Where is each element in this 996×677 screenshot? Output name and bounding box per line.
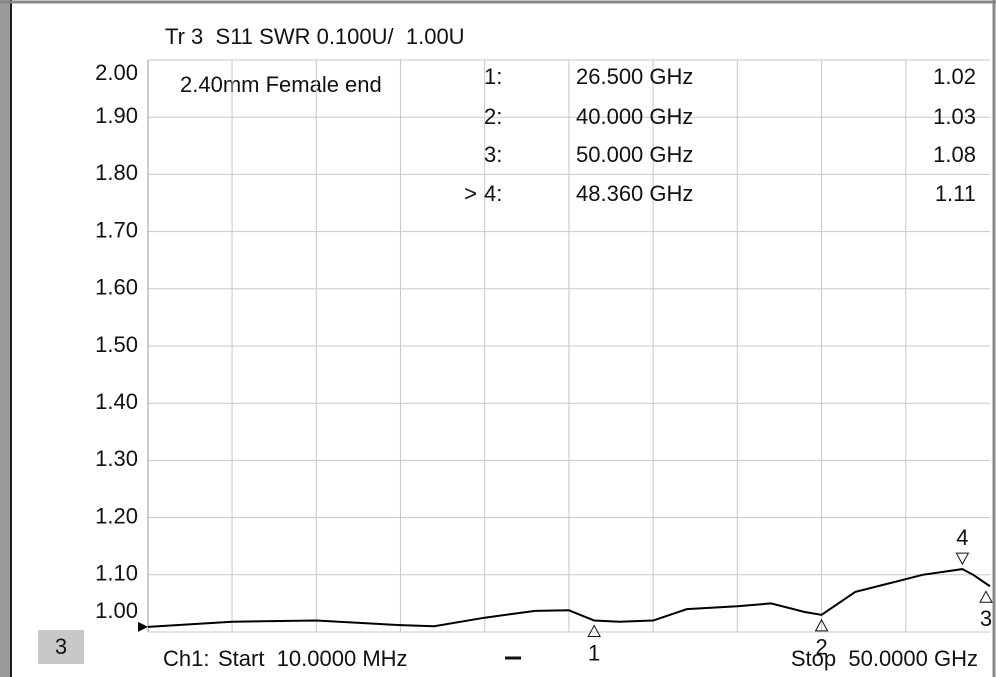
y-tick-label: 2.00	[95, 60, 138, 85]
active-symbol: >	[464, 181, 477, 206]
marker-number: 3:	[484, 142, 502, 167]
stop-text: Stop 50.0000 GHz	[791, 646, 978, 671]
marker-label: 4	[956, 525, 968, 550]
y-tick-label: 1.60	[95, 275, 138, 300]
y-tick-label: 1.50	[95, 332, 138, 357]
trace	[147, 568, 991, 628]
y-tick-label: 1.20	[95, 503, 138, 528]
marker-number: 1:	[484, 64, 502, 89]
start-arrow	[138, 621, 148, 632]
left-frame	[0, 0, 10, 677]
start-text: Start 10.0000 MHz	[218, 646, 408, 671]
y-tick-label: 1.80	[95, 160, 138, 185]
marker-value: 1.03	[933, 104, 976, 129]
trace-title: Tr 3 S11 SWR 0.100U/ 1.00U	[165, 24, 465, 49]
y-tick-label: 1.10	[95, 561, 138, 586]
annotation: 2.40mm Female end	[180, 72, 382, 97]
marker-number: 4:	[484, 181, 502, 206]
marker-value: 1.11	[935, 181, 976, 206]
marker-triangle	[979, 590, 993, 603]
marker-value: 1.08	[933, 142, 976, 167]
marker-label: 3	[980, 606, 992, 631]
y-tick-label: 1.30	[95, 446, 138, 471]
marker-number: 2:	[484, 104, 502, 129]
marker-triangle	[955, 552, 970, 566]
y-tick-label: 1.40	[95, 389, 138, 414]
channel-box-label: 3	[55, 634, 67, 659]
marker-value: 1.02	[933, 64, 976, 89]
channel-box	[38, 630, 84, 664]
marker-frequency: 26.500 GHz	[576, 64, 693, 89]
y-tick-label: 1.70	[95, 217, 138, 242]
marker-label: 1	[588, 640, 600, 665]
marker-frequency: 48.360 GHz	[576, 181, 693, 206]
y-tick-label: 1.00	[95, 598, 138, 623]
channel: Ch1:	[163, 646, 209, 671]
marker-triangle	[814, 618, 829, 632]
y-tick-label: 1.90	[95, 103, 138, 128]
marker-frequency: 50.000 GHz	[576, 142, 693, 167]
marker-triangle	[587, 624, 602, 638]
marker-label: 2	[815, 635, 827, 660]
marker-frequency: 40.000 GHz	[576, 104, 693, 129]
